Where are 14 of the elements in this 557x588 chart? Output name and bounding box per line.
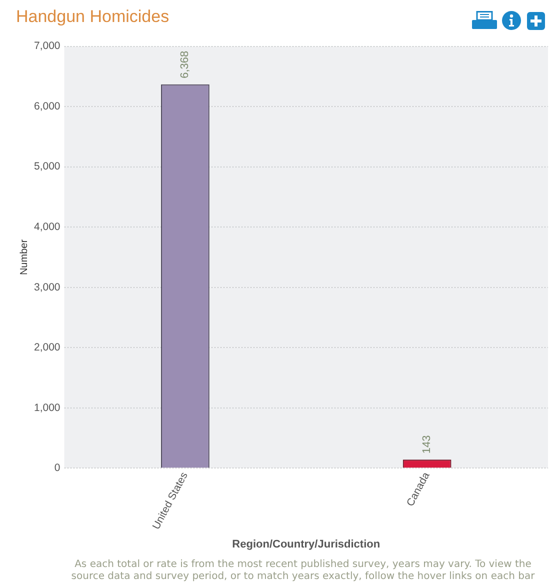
y-axis-title: Number xyxy=(18,238,30,276)
data-label: 6,368 xyxy=(179,50,192,78)
y-tick-label: 7,000 xyxy=(34,40,60,52)
y-tick-label: 5,000 xyxy=(34,160,60,173)
y-tick-label: 2,000 xyxy=(34,342,60,354)
y-tick-label: 3,000 xyxy=(34,281,60,294)
chart-title: Handgun Homicides xyxy=(16,7,170,27)
text: As each total or rate is from the most recent published survey, years may vary. To view the source data and survey period, or to match years exactly, follow the hover links on each bar xyxy=(70,559,536,583)
x-axis-title: Region/Country/Jurisdiction xyxy=(232,538,380,550)
data-label: 143 xyxy=(421,435,434,454)
y-tick-label: 4,000 xyxy=(34,221,60,234)
y-tick-label: 6,000 xyxy=(34,100,60,112)
y-tick-label: 0 xyxy=(54,462,60,474)
y-tick-label: 1,000 xyxy=(34,402,60,414)
